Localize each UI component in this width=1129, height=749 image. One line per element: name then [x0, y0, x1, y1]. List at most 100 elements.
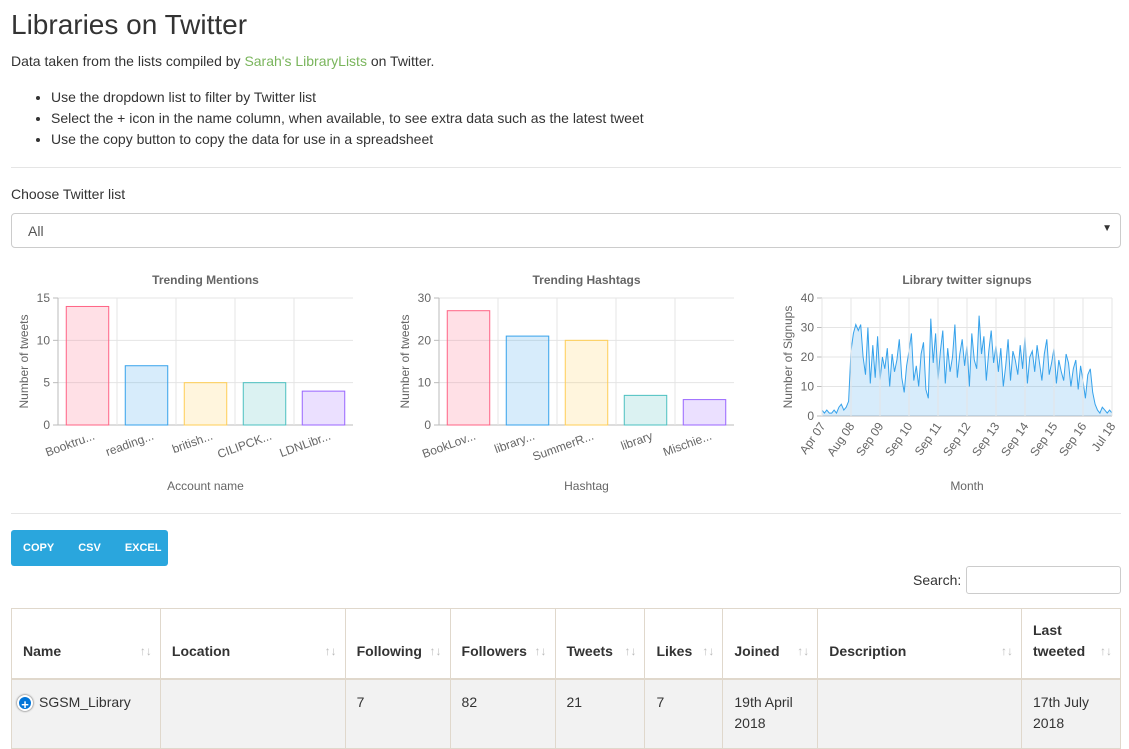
trending-hashtags-chart: Trending Hashtags 0 10 20 30 Number of tweets…: [392, 268, 752, 498]
column-header-likes[interactable]: Likes ↑↓: [644, 608, 724, 680]
sort-icon: ↑↓: [429, 643, 442, 658]
column-header-followers[interactable]: Followers ↑↓: [449, 608, 556, 680]
signups-chart: Library twitter signups 0 10 20 30 40 Number o…: [772, 268, 1122, 498]
excel-button[interactable]: EXCEL: [124, 542, 162, 554]
y-tick-label: 30: [801, 321, 815, 335]
header-label: Joined: [734, 642, 780, 659]
x-tick-label: Sep 15: [1027, 419, 1060, 458]
search-input[interactable]: [966, 566, 1121, 594]
trending-hashtags-svg: Trending Hashtags 0 10 20 30 Number of tweets…: [398, 273, 734, 493]
x-tick-label: SummerR...: [531, 429, 596, 464]
y-axis-label: Number of tweets: [17, 314, 31, 408]
divider: [11, 513, 1121, 514]
column-header-location[interactable]: Location ↑↓: [159, 608, 346, 680]
x-axis-label: Hashtag: [564, 479, 609, 493]
bar: [623, 394, 668, 426]
column-header-following[interactable]: Following ↑↓: [344, 608, 451, 680]
header-label: Last tweeted: [1033, 621, 1086, 659]
twitter-list-select[interactable]: All ▼: [11, 213, 1121, 248]
library-lists-link[interactable]: Sarah's LibraryLists: [244, 53, 367, 69]
bar: [65, 305, 110, 426]
column-header-last-tweeted[interactable]: Last tweeted ↑↓: [1021, 608, 1121, 680]
column-header-description[interactable]: Description ↑↓: [817, 608, 1022, 680]
x-tick-label: Sep 16: [1056, 419, 1089, 458]
x-tick-label: Sep 10: [882, 419, 915, 458]
bar: [183, 382, 228, 426]
sort-icon: ↑↓: [1001, 643, 1013, 658]
x-tick-label: Sep 12: [940, 419, 973, 458]
cell-location: [159, 678, 346, 749]
column-header-joined[interactable]: Joined ↑↓: [722, 608, 819, 680]
column-header-name[interactable]: Name ↑↓: [11, 608, 161, 680]
x-tick-label: library...: [492, 429, 536, 456]
x-tick-label: Booktru...: [43, 429, 96, 460]
x-tick-label: Aug 08: [824, 419, 857, 458]
page-title: Libraries on Twitter: [11, 9, 248, 40]
sort-icon: ↑↓: [324, 643, 337, 658]
chart-title: Library twitter signups: [902, 273, 1032, 287]
header-label: Likes: [656, 642, 693, 659]
y-tick-label: 30: [418, 291, 432, 305]
sort-icon: ↑↓: [139, 643, 152, 658]
x-tick-label: reading...: [104, 429, 156, 459]
y-tick-label: 0: [43, 418, 50, 432]
x-tick-label: british...: [170, 429, 214, 457]
y-tick-label: 10: [418, 376, 432, 390]
bar: [446, 310, 491, 426]
x-tick-label: Sep 14: [998, 419, 1031, 458]
select-value: All: [28, 223, 44, 239]
libraries-table: Name ↑↓ Location ↑↓ Following ↑↓ Followers ↑…: [11, 608, 1121, 749]
sort-icon: ↑↓: [624, 643, 637, 658]
header-label: Tweets: [566, 642, 613, 659]
bar: [505, 335, 550, 426]
header-label: Followers: [461, 642, 527, 659]
x-tick-label: library: [619, 429, 654, 453]
y-tick-label: 0: [424, 418, 431, 432]
list-item: Select the + icon in the name column, wh…: [51, 108, 1118, 129]
export-button-group: COPY CSV EXCEL: [11, 530, 168, 566]
bar: [301, 390, 346, 426]
x-tick-label: Jul 18: [1089, 419, 1119, 454]
divider: [11, 167, 1121, 168]
y-tick-label: 10: [37, 333, 51, 347]
intro-text: Data taken from the lists compiled by Sa…: [11, 53, 1118, 69]
cell-name: + SGSM_Library: [11, 678, 161, 749]
y-tick-label: 0: [807, 409, 814, 423]
table-row[interactable]: + SGSM_Library 7 82 21 7 19th April 2018 …: [11, 678, 1121, 749]
cell-joined: 19th April 2018: [722, 678, 819, 749]
cell-text: SGSM_Library: [39, 693, 131, 710]
sort-icon: ↑↓: [702, 643, 715, 658]
bar: [124, 365, 169, 426]
x-tick-label: LDNLibr...: [278, 429, 333, 460]
x-tick-label: Sep 13: [969, 419, 1002, 458]
search-label: Search:: [913, 572, 962, 588]
x-tick-label: BookLov...: [420, 429, 477, 461]
cell-tweets: 21: [554, 678, 646, 749]
header-label: Location: [171, 642, 231, 659]
signups-svg: Library twitter signups 0 10 20 30 40 Number o…: [781, 273, 1119, 493]
cell-description: [817, 678, 1022, 749]
csv-button[interactable]: CSV: [78, 542, 101, 554]
filter-label: Choose Twitter list: [11, 186, 126, 202]
sort-icon: ↑↓: [534, 643, 547, 658]
y-tick-label: 10: [801, 380, 815, 394]
intro-prefix: Data taken from the lists compiled by: [11, 53, 245, 69]
cell-following: 7: [344, 678, 451, 749]
page: Libraries on Twitter Data taken from the…: [0, 0, 1129, 150]
list-item: Use the copy button to copy the data for…: [51, 129, 1118, 150]
intro-suffix: on Twitter.: [366, 53, 435, 69]
y-tick-label: 20: [418, 333, 432, 347]
bar: [564, 339, 609, 426]
bar: [242, 382, 287, 426]
expand-icon[interactable]: +: [17, 694, 33, 712]
y-tick-label: 20: [801, 350, 815, 364]
cell-last-tweeted: 17th July 2018: [1021, 678, 1121, 749]
x-axis-label: Month: [950, 479, 983, 493]
sort-icon: ↑↓: [1100, 643, 1112, 658]
header-label: Name: [23, 642, 62, 659]
table-header-row: Name ↑↓ Location ↑↓ Following ↑↓ Followers ↑…: [11, 608, 1121, 680]
y-axis-label: Number of tweets: [398, 314, 412, 408]
copy-button[interactable]: COPY: [23, 542, 55, 554]
column-header-tweets[interactable]: Tweets ↑↓: [554, 608, 646, 680]
cell-likes: 7: [644, 678, 724, 749]
